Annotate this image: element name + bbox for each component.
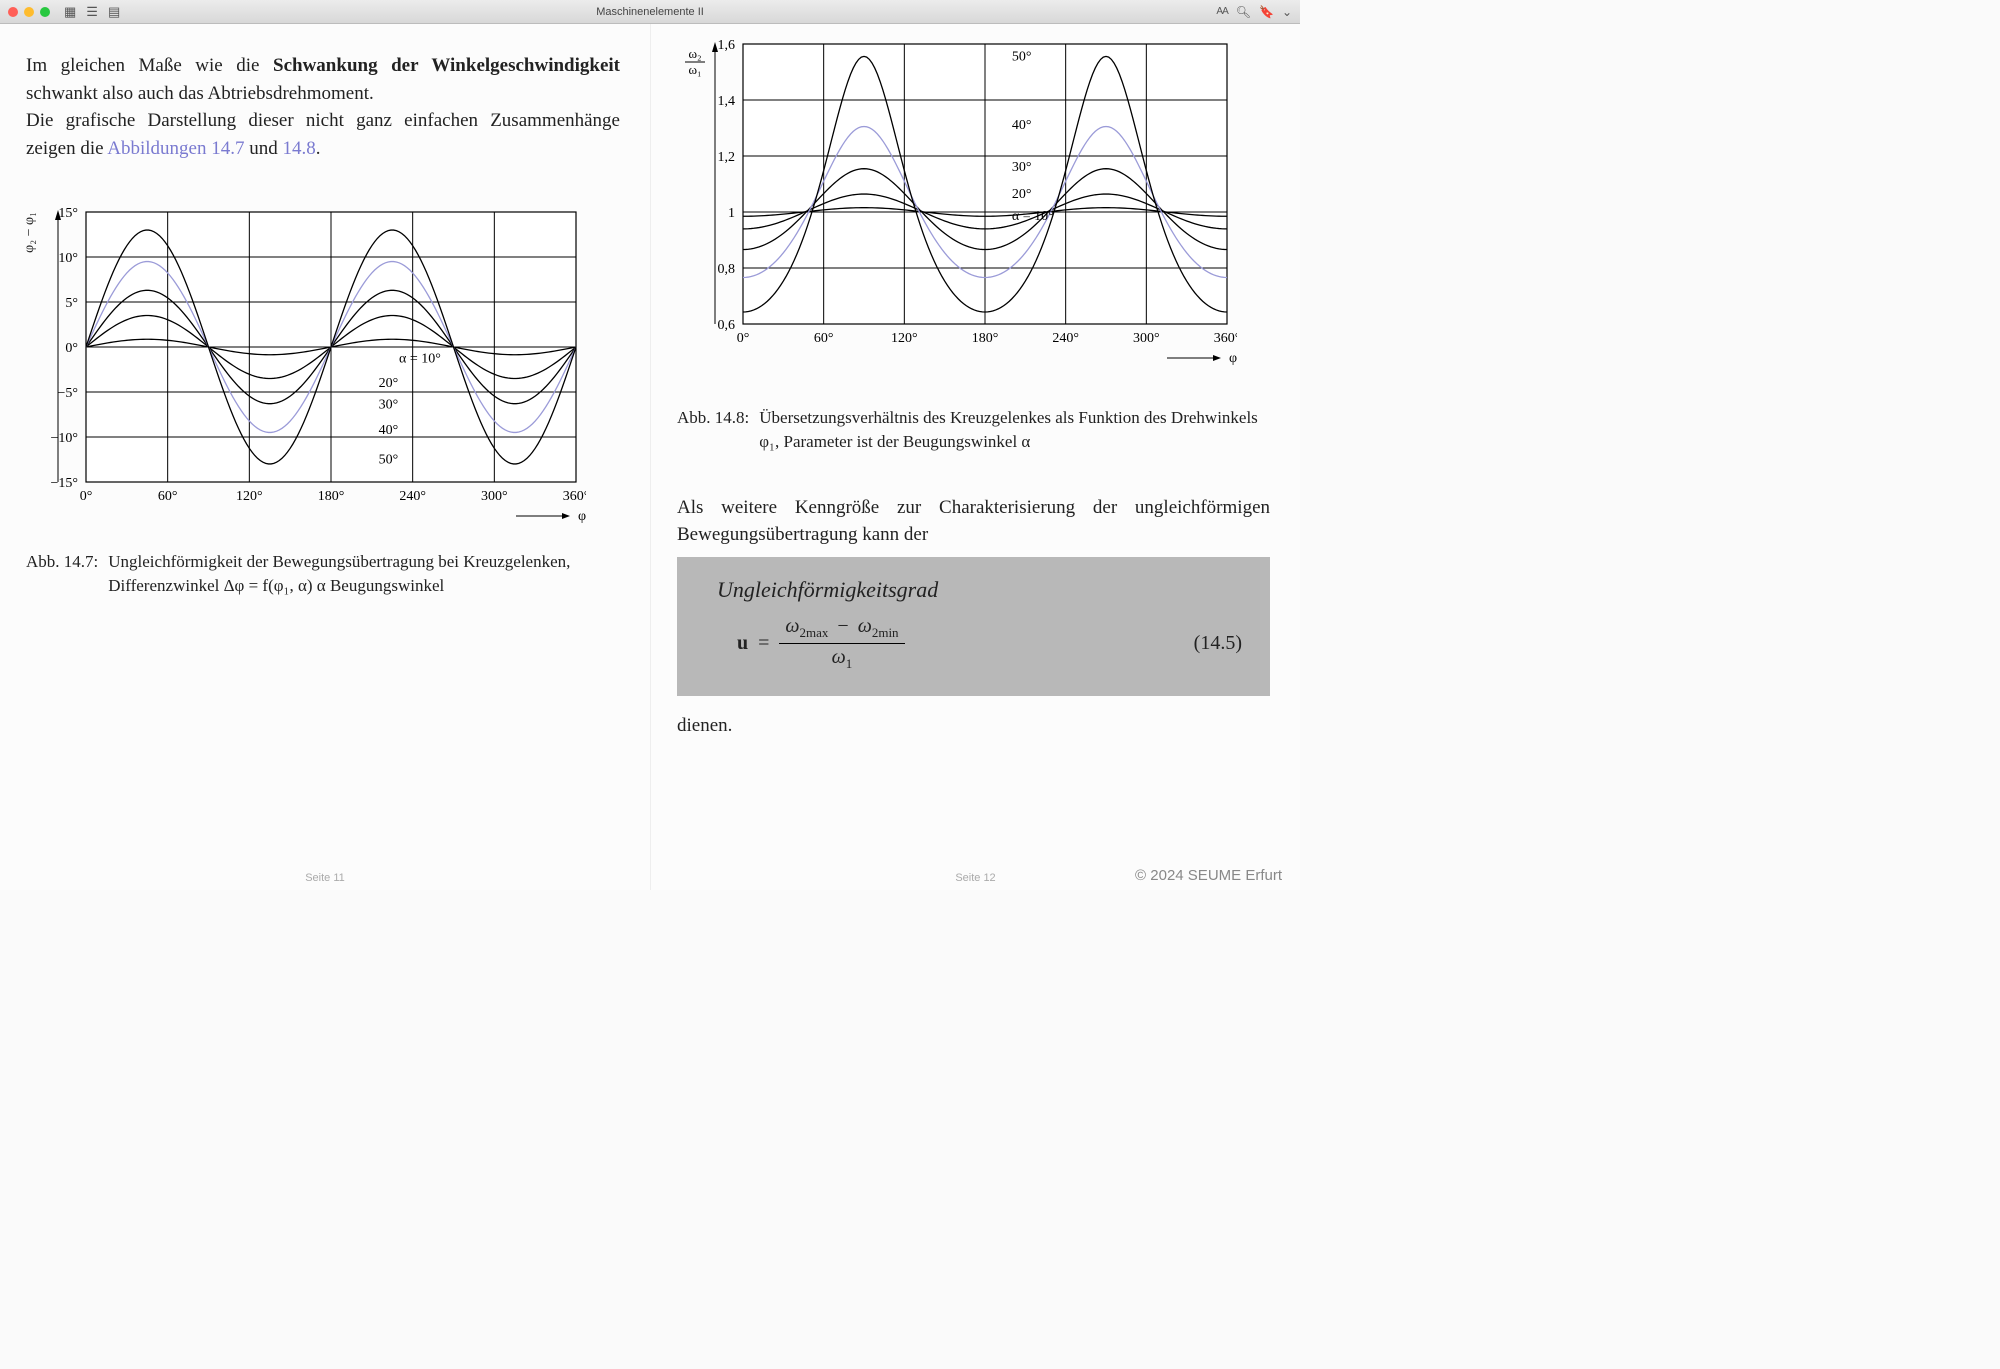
paragraph-2: Die grafische Darstellung dieser nicht g…	[26, 107, 620, 162]
toc-icon[interactable]: ☰	[86, 4, 98, 20]
svg-text:120°: 120°	[236, 489, 263, 504]
svg-text:φ₁: φ₁	[578, 509, 586, 524]
figure-14-7: φ₂ − φ₁ 0°60°120°180°240°300°360°−15°−10…	[26, 202, 620, 532]
appearance-icon[interactable]: AA	[1216, 6, 1227, 17]
svg-text:−15°: −15°	[51, 476, 79, 491]
svg-text:φ₁: φ₁	[1229, 351, 1237, 366]
svg-text:ω₁: ω₁	[688, 62, 701, 77]
caption-text: Übersetzungsverhältnis des Kreuzgelenkes…	[759, 406, 1270, 454]
svg-text:240°: 240°	[399, 489, 426, 504]
page-footer-left: Seite 11	[0, 872, 650, 884]
window-title: Maschinenelemente II	[596, 6, 704, 18]
svg-text:30°: 30°	[1012, 160, 1032, 175]
equation-body: u = ω2max − ω2min ω1	[717, 615, 905, 672]
caption-text: Ungleichförmigkeit der Bewegungsübertrag…	[108, 550, 620, 598]
svg-text:0,8: 0,8	[718, 262, 736, 277]
svg-text:5°: 5°	[65, 296, 78, 311]
page-spread: Im gleichen Maße wie die Schwankung der …	[0, 24, 1300, 890]
page-right: 0° 60° 120° 180° 240° 300° 360° 0,6 0,8 1 1,2 1,4 1,…	[650, 24, 1300, 890]
svg-text:300°: 300°	[481, 489, 508, 504]
svg-text:15°: 15°	[58, 206, 78, 221]
svg-text:360°: 360°	[1214, 331, 1237, 346]
svg-text:0°: 0°	[737, 331, 750, 346]
caption-label: Abb. 14.8:	[677, 406, 749, 454]
svg-text:1,2: 1,2	[718, 150, 736, 165]
svg-text:20°: 20°	[1012, 187, 1032, 202]
figure-14-8: 0° 60° 120° 180° 240° 300° 360° 0,6 0,8 1 1,2 1,4 1,…	[677, 40, 1270, 380]
svg-text:1: 1	[728, 206, 735, 221]
chevron-down-icon[interactable]: ⌄	[1282, 5, 1292, 19]
paragraph-3: Als weitere Kenngröße zur Charakterisier…	[677, 494, 1270, 549]
figure-14-8-caption: Abb. 14.8: Übersetzungsverhältnis des Kr…	[677, 406, 1270, 454]
figure-link-14-8[interactable]: 14.8	[282, 138, 315, 159]
equation-title: Ungleichförmigkeitsgrad	[717, 577, 1242, 603]
figure-link-14-7[interactable]: Abbildungen 14.7	[107, 138, 244, 159]
page-left: Im gleichen Maße wie die Schwankung der …	[0, 24, 650, 890]
paragraph-4: dienen.	[677, 712, 1270, 740]
svg-text:40°: 40°	[1012, 118, 1032, 133]
svg-text:20°: 20°	[379, 376, 399, 391]
svg-text:180°: 180°	[318, 489, 345, 504]
svg-text:50°: 50°	[1012, 50, 1032, 65]
close-icon[interactable]	[8, 7, 18, 17]
titlebar: ▦ ☰ ▤ Maschinenelemente II AA 🔍︎ 🔖 ⌄	[0, 0, 1300, 24]
figure-14-7-caption: Abb. 14.7: Ungleichförmigkeit der Bewegu…	[26, 550, 620, 598]
svg-text:40°: 40°	[379, 423, 399, 438]
chart2-svg: 0° 60° 120° 180° 240° 300° 360° 0,6 0,8 1 1,2 1,4 1,…	[677, 40, 1237, 380]
caption-label: Abb. 14.7:	[26, 550, 98, 598]
paragraph-1: Im gleichen Maße wie die Schwankung der …	[26, 52, 620, 107]
toolbar-left-icons: ▦ ☰ ▤	[64, 4, 120, 20]
library-icon[interactable]: ▦	[64, 4, 76, 20]
svg-text:360°: 360°	[563, 489, 586, 504]
bookmark-icon[interactable]: 🔖	[1259, 5, 1274, 19]
svg-text:1,4: 1,4	[718, 94, 736, 109]
copyright: © 2024 SEUME Erfurt	[1135, 867, 1282, 884]
equation-number: (14.5)	[1194, 632, 1242, 655]
toolbar-right-icons: AA 🔍︎ 🔖 ⌄	[1216, 5, 1292, 19]
svg-text:180°: 180°	[972, 331, 999, 346]
svg-text:α = 10°: α = 10°	[399, 352, 441, 367]
svg-text:240°: 240°	[1052, 331, 1079, 346]
svg-text:−5°: −5°	[58, 386, 79, 401]
svg-text:0°: 0°	[65, 341, 78, 356]
svg-text:−10°: −10°	[51, 431, 79, 446]
equation-box-14-5: Ungleichförmigkeitsgrad u = ω2max − ω2mi…	[677, 557, 1270, 696]
svg-text:0°: 0°	[80, 489, 93, 504]
svg-text:300°: 300°	[1133, 331, 1160, 346]
svg-text:1,6: 1,6	[718, 40, 736, 53]
search-icon[interactable]: 🔍︎	[1236, 5, 1251, 19]
svg-text:50°: 50°	[379, 453, 399, 468]
svg-text:0,6: 0,6	[718, 318, 736, 333]
chart1-svg: 0° 60° 120° 180° 240° 300° 360° −15° −10° −5° 0° 5°…	[26, 202, 586, 532]
window-controls	[8, 7, 50, 17]
svg-text:60°: 60°	[814, 331, 834, 346]
svg-text:120°: 120°	[891, 331, 918, 346]
svg-text:ω₂: ω₂	[688, 46, 701, 61]
chart1-ylabel: φ₂ − φ₁	[22, 212, 38, 253]
zoom-icon[interactable]	[40, 7, 50, 17]
minimize-icon[interactable]	[24, 7, 34, 17]
svg-text:60°: 60°	[158, 489, 178, 504]
notes-icon[interactable]: ▤	[108, 4, 120, 20]
svg-text:10°: 10°	[58, 251, 78, 266]
svg-text:α = 10°: α = 10°	[1012, 209, 1054, 224]
svg-text:30°: 30°	[379, 398, 399, 413]
